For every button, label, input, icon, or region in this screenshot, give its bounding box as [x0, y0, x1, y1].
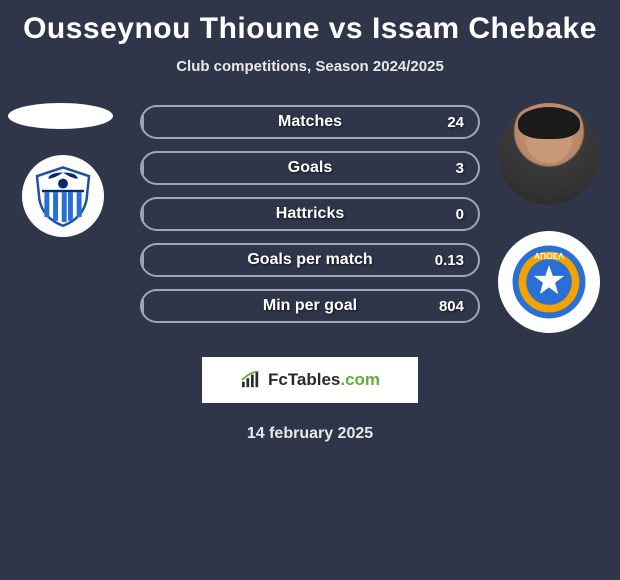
- bars-icon: [240, 371, 262, 389]
- stat-row: Goals 3: [140, 151, 480, 185]
- date-label: 14 february 2025: [0, 425, 620, 443]
- stat-label: Min per goal: [263, 297, 357, 315]
- stat-fill: [142, 199, 144, 229]
- subtitle: Club competitions, Season 2024/2025: [0, 58, 620, 75]
- comparison-panel: ΑΠΟΕΛ Matches 24 Goals 3 Hattricks 0 Goa…: [0, 103, 620, 343]
- stat-row: Goals per match 0.13: [140, 243, 480, 277]
- apoel-icon: ΑΠΟΕΛ: [511, 244, 587, 320]
- player-right-avatar: [498, 103, 600, 205]
- stat-row: Hattricks 0: [140, 197, 480, 231]
- stat-value-right: 3: [456, 160, 464, 177]
- svg-text:ΑΠΟΕΛ: ΑΠΟΕΛ: [534, 251, 564, 261]
- stat-fill: [142, 245, 144, 275]
- stat-label: Matches: [278, 113, 342, 131]
- stat-label: Goals per match: [247, 251, 372, 269]
- stat-value-right: 0.13: [435, 252, 464, 269]
- stat-value-right: 24: [447, 114, 464, 131]
- club-right-badge: ΑΠΟΕΛ: [498, 231, 600, 333]
- stat-label: Hattricks: [276, 205, 344, 223]
- anorthosis-icon: [32, 165, 94, 227]
- stat-bars: Matches 24 Goals 3 Hattricks 0 Goals per…: [140, 105, 480, 335]
- logo-text: FcTables.com: [268, 370, 380, 390]
- stat-value-right: 0: [456, 206, 464, 223]
- stat-fill: [142, 291, 144, 321]
- page-title: Ousseynou Thioune vs Issam Chebake: [0, 0, 620, 46]
- stat-label: Goals: [288, 159, 332, 177]
- stat-row: Matches 24: [140, 105, 480, 139]
- source-logo: FcTables.com: [202, 357, 418, 403]
- club-left-badge: [22, 155, 104, 237]
- stat-fill: [142, 153, 144, 183]
- stat-value-right: 804: [439, 298, 464, 315]
- stat-row: Min per goal 804: [140, 289, 480, 323]
- stat-fill: [142, 107, 144, 137]
- player-left-avatar: [8, 103, 113, 129]
